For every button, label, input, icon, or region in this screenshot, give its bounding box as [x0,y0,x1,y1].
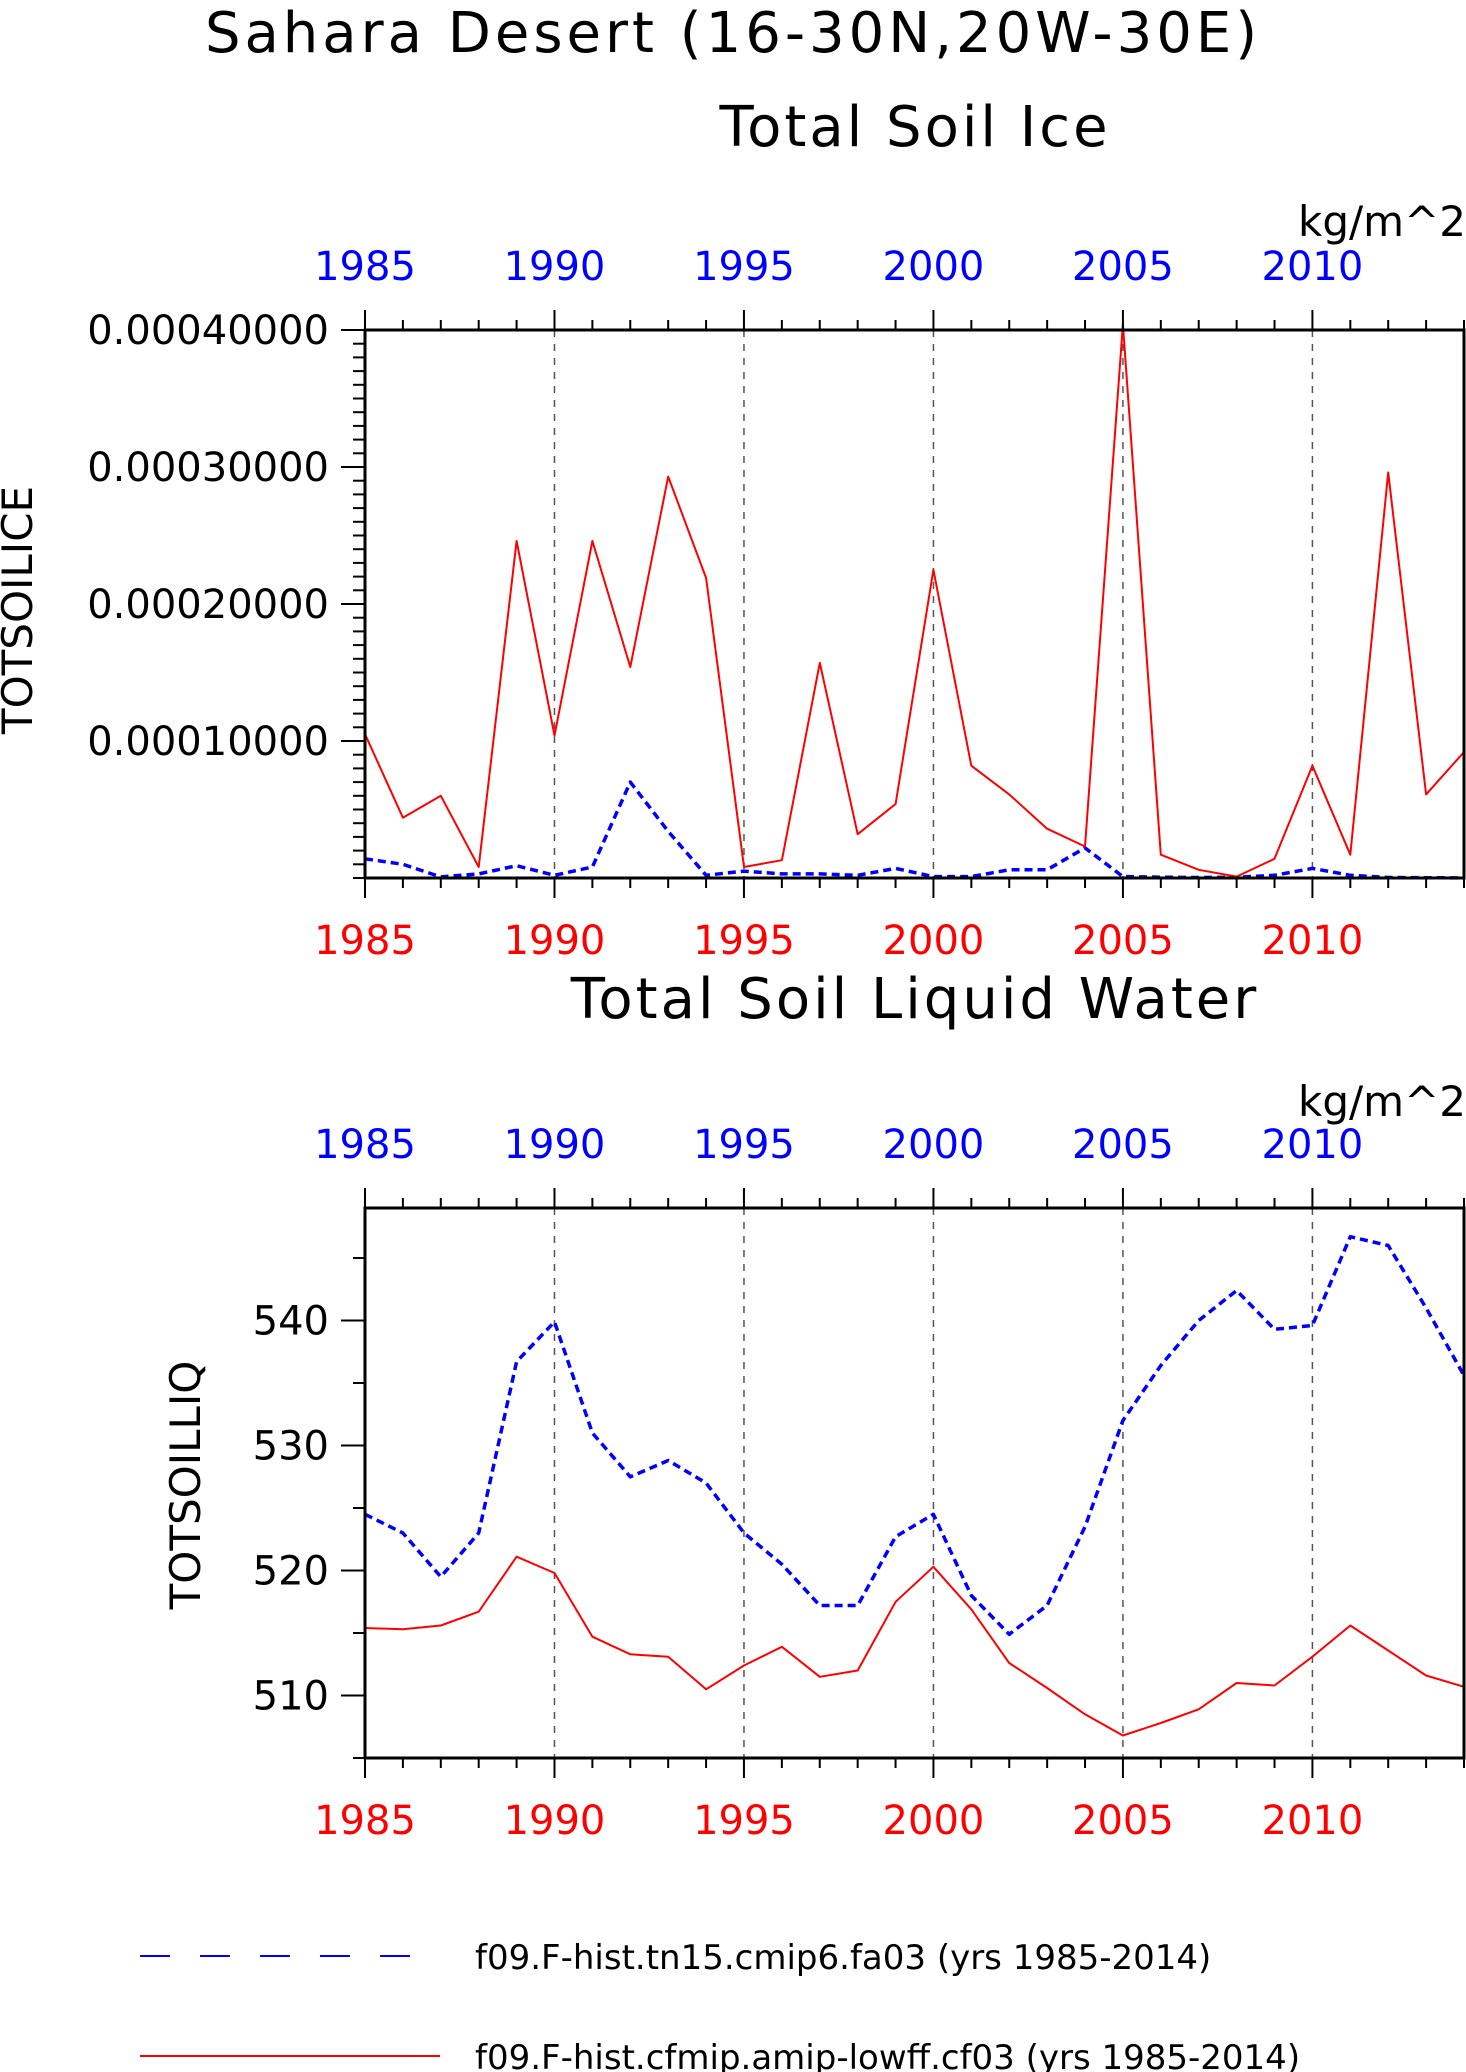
soil-ice-title: Total Soil Ice [718,95,1110,160]
y-tick-label: 0.00010000 [87,719,329,765]
series-line-red-solid [364,1555,1465,1737]
legend: f09.F-hist.tn15.cmip6.fa03 (yrs 1985-201… [140,1938,1300,2072]
x-tick-label-top: 2005 [1072,244,1174,290]
soil-ice-panel: Total Soil Ice kg/m^2 TOTSOILICE 1985198… [0,95,1466,964]
y-tick-label: 0.00030000 [87,445,329,491]
x-tick-label-bottom: 2005 [1072,1798,1174,1844]
x-tick-label-bottom: 2000 [883,918,985,964]
legend-label-0: f09.F-hist.tn15.cmip6.fa03 (yrs 1985-201… [475,1938,1211,1978]
y-tick-label: 0.00040000 [87,308,329,354]
series-line-blue-dashed [364,1234,1466,1637]
x-tick-label-top: 1985 [314,244,416,290]
soil-ice-ylabel: TOTSOILICE [0,486,42,735]
y-tick-label: 530 [253,1424,329,1470]
x-tick-label-bottom: 2000 [883,1798,985,1844]
x-tick-label-top: 2005 [1072,1122,1174,1168]
x-tick-label-top: 2010 [1262,244,1364,290]
x-tick-label-top: 2000 [883,244,985,290]
x-tick-label-bottom: 1995 [693,918,795,964]
y-tick-label: 510 [253,1674,329,1720]
x-tick-label-top: 2010 [1262,1122,1364,1168]
soil-liquid-plot-area: 1985 1985 1990 1990 1995 1995 2000 2000 2005 2005… [253,1122,1466,1844]
soil-liquid-panel: Total Soil Liquid Water kg/m^2 TOTSOILLI… [161,967,1466,1844]
plot-frame [363,1206,1466,1760]
soil-liquid-title: Total Soil Liquid Water [570,967,1260,1032]
x-tick-label-top: 1995 [693,244,795,290]
x-tick-label-top: 1990 [504,244,606,290]
x-tick-label-bottom: 1985 [314,1798,416,1844]
series-line-blue-dashed [364,780,1465,880]
soil-liquid-units: kg/m^2 [1298,1077,1466,1126]
x-tick-label-bottom: 1985 [314,918,416,964]
x-tick-label-bottom: 2010 [1262,918,1364,964]
soil-ice-units: kg/m^2 [1298,197,1466,246]
series-line-red-solid [364,323,1465,878]
legend-label-1: f09.F-hist.cfmip.amip-lowff.cf03 (yrs 19… [475,2038,1300,2072]
x-tick-label-top: 2000 [883,1122,985,1168]
x-tick-label-bottom: 2005 [1072,918,1174,964]
x-tick-label-bottom: 2010 [1262,1798,1364,1844]
soil-ice-plot-area: 1985 1985 1990 1990 1995 1995 2000 2000 2005 2005… [87,244,1466,964]
y-tick-label: 520 [253,1549,329,1595]
x-tick-label-top: 1990 [504,1122,606,1168]
x-tick-label-top: 1995 [693,1122,795,1168]
soil-liquid-ylabel: TOTSOILLIQ [161,1361,210,1611]
x-tick-label-bottom: 1990 [504,1798,606,1844]
x-tick-label-bottom: 1990 [504,918,606,964]
y-tick-label: 0.00020000 [87,582,329,628]
figure-title: Sahara Desert (16-30N,20W-30E) [205,1,1261,66]
y-tick-label: 540 [253,1299,329,1345]
x-tick-label-top: 1985 [314,1122,416,1168]
x-tick-label-bottom: 1995 [693,1798,795,1844]
